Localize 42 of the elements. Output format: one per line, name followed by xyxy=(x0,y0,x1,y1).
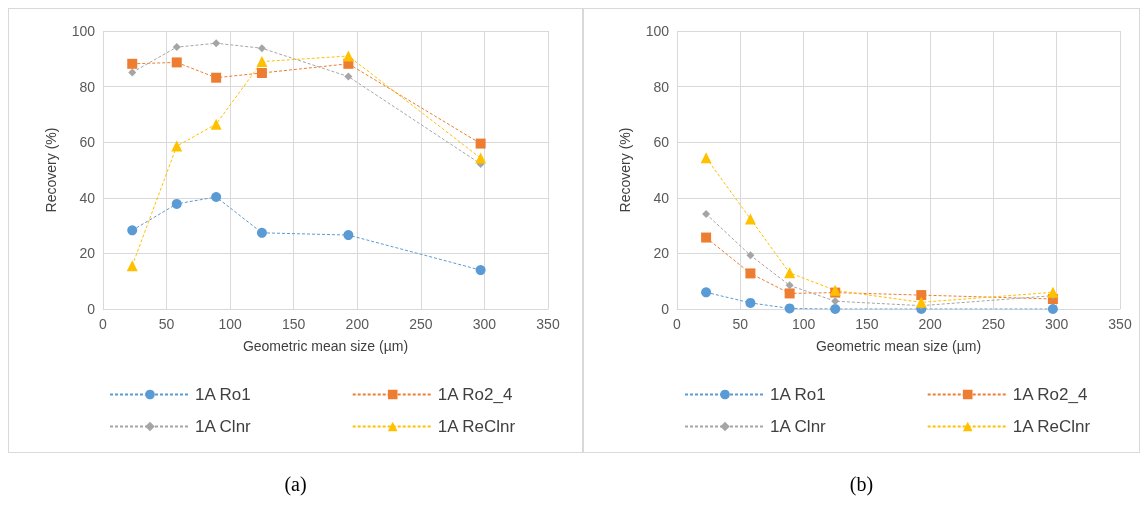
legend-label: 1A Clnr xyxy=(195,417,252,436)
x-axis-title: Geometric mean size (µm) xyxy=(815,338,982,354)
legend-label: 1A ReClnr xyxy=(437,417,516,436)
x-tick-label: 350 xyxy=(536,316,560,332)
x-tick-label: 250 xyxy=(981,316,1006,332)
x-tick-label: 150 xyxy=(282,316,306,332)
y-tick-label: 100 xyxy=(645,23,670,39)
legend-label: 1A Ro2_4 xyxy=(1012,385,1088,404)
x-axis-title: Geometric mean size (µm) xyxy=(242,338,409,354)
y-axis-title: Recovery (%) xyxy=(617,127,633,213)
x-tick-label: 300 xyxy=(1045,316,1069,332)
x-tick-label: 350 xyxy=(1108,316,1132,332)
y-tick-label: 60 xyxy=(79,134,96,151)
y-tick-label: 40 xyxy=(653,189,670,206)
y-tick-label: 0 xyxy=(661,301,670,317)
x-tick-label: 250 xyxy=(409,316,433,332)
y-axis-title: Recovery (%) xyxy=(43,127,59,213)
legend-label: 1A Ro1 xyxy=(195,385,251,404)
x-tick-label: 0 xyxy=(673,316,682,332)
x-tick-label: 0 xyxy=(99,316,108,332)
y-tick-label: 0 xyxy=(87,301,96,317)
legend-label: 1A Ro1 xyxy=(770,385,826,404)
x-tick-label: 100 xyxy=(218,316,243,332)
y-tick-label: 100 xyxy=(71,23,96,39)
text: (b) xyxy=(848,473,875,496)
y-tick-label: 80 xyxy=(653,78,670,95)
y-tick-label: 40 xyxy=(79,189,96,206)
text: (a) xyxy=(283,473,308,496)
x-tick-label: 50 xyxy=(732,316,749,332)
y-tick-label: 20 xyxy=(653,245,670,262)
legend-label: 1A ReClnr xyxy=(1012,417,1091,436)
y-tick-label: 80 xyxy=(79,78,96,95)
x-tick-label: 50 xyxy=(158,316,175,332)
x-tick-label: 100 xyxy=(791,316,816,332)
x-tick-label: 300 xyxy=(472,316,497,332)
x-tick-label: 200 xyxy=(918,316,943,332)
y-tick-label: 20 xyxy=(79,245,96,262)
y-tick-label: 60 xyxy=(653,134,670,151)
legend-label: 1A Clnr xyxy=(770,417,827,436)
x-tick-label: 200 xyxy=(345,316,370,332)
x-tick-label: 150 xyxy=(855,316,879,332)
legend-label: 1A Ro2_4 xyxy=(437,385,513,404)
